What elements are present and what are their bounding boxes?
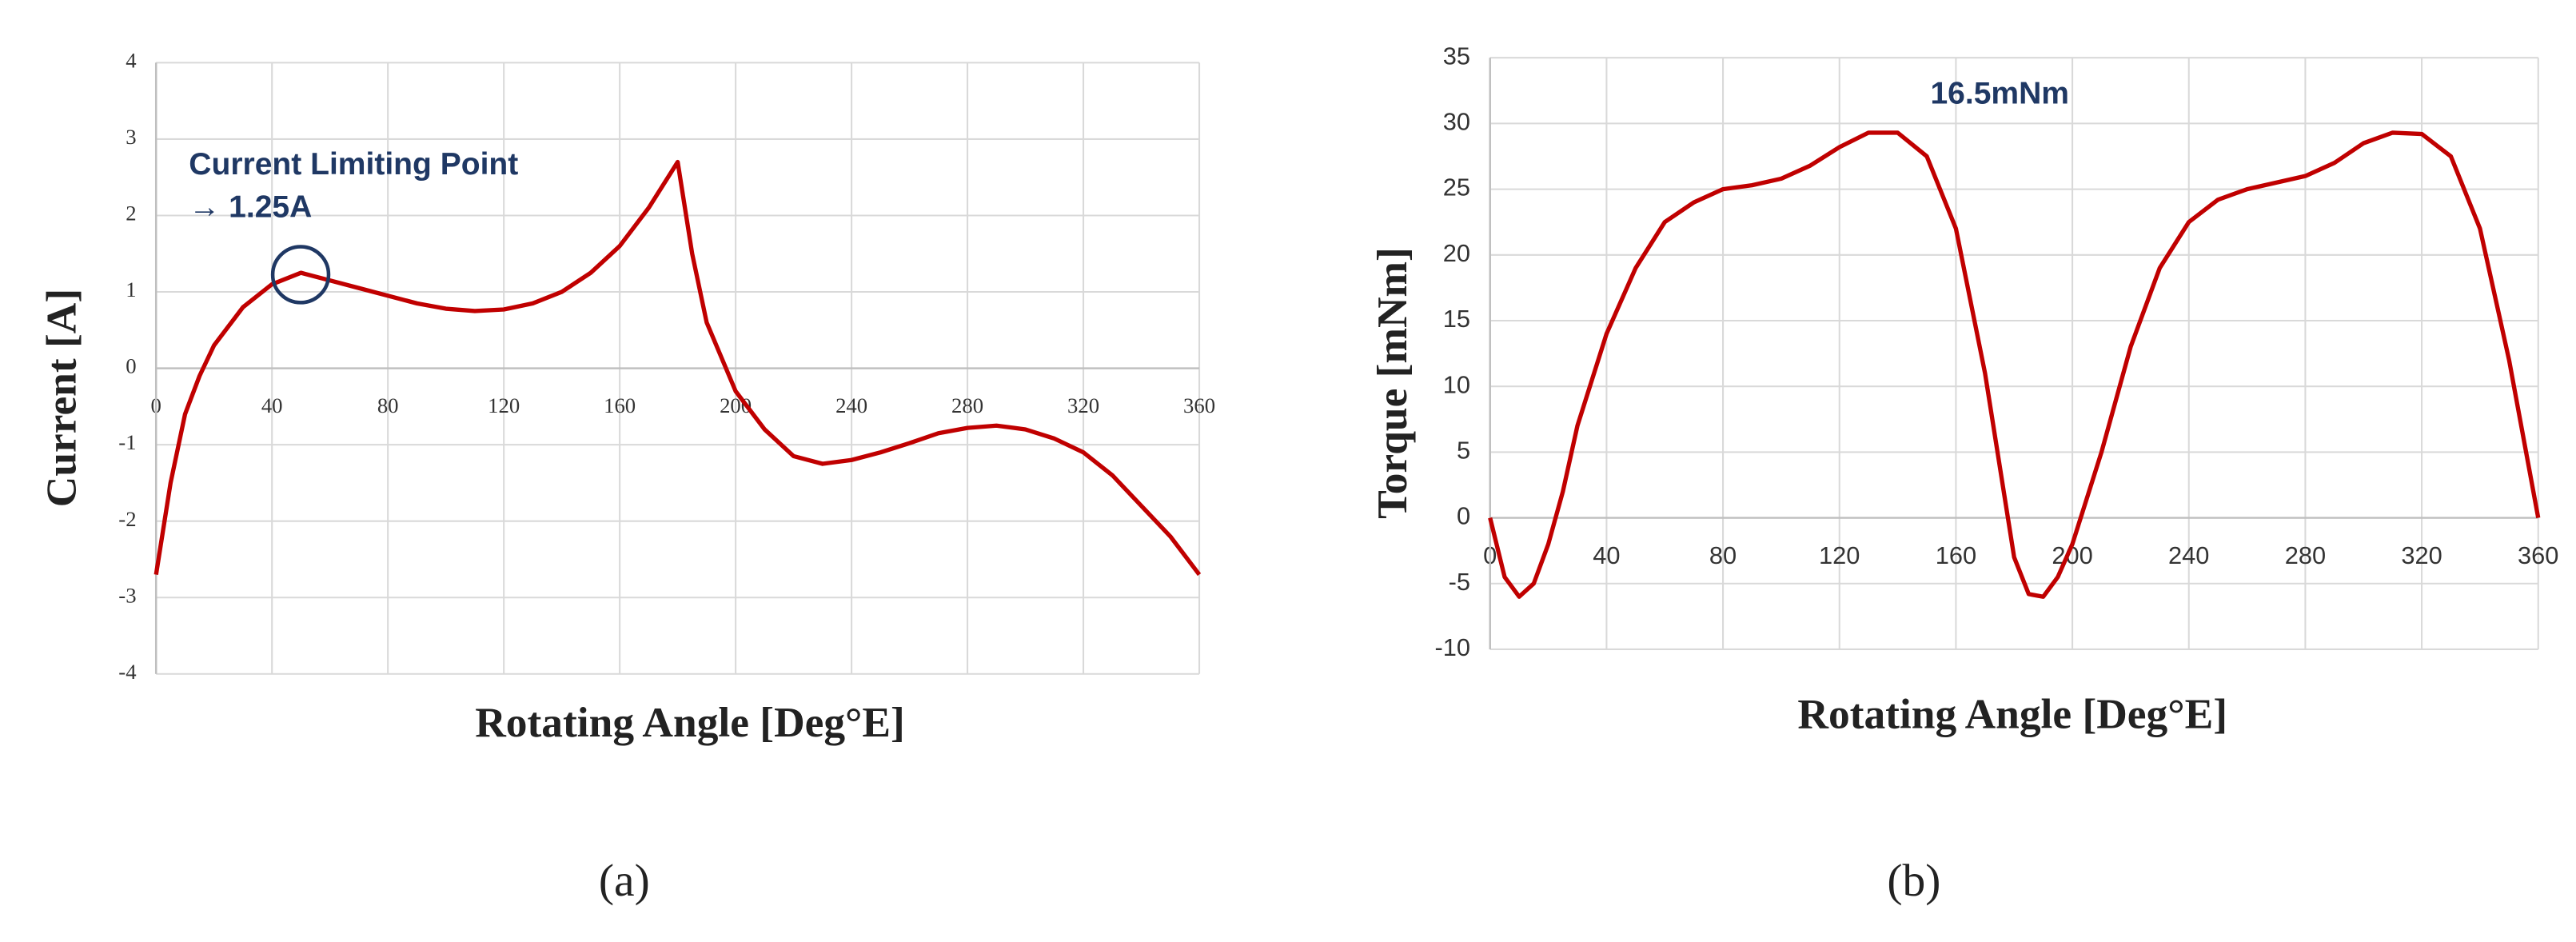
y-tick-label: 4: [126, 48, 136, 72]
y-tick-label: 3: [126, 125, 136, 149]
x-tick-label: 160: [604, 393, 636, 417]
annotation: Current Limiting Point: [189, 147, 518, 182]
y-axis-title: Torque [mNm]: [1368, 247, 1416, 519]
x-tick-label: 320: [1067, 393, 1099, 417]
x-tick-label: 280: [951, 393, 983, 417]
x-tick-label: 320: [2401, 541, 2442, 569]
annotation-circle: [270, 245, 331, 305]
y-tick-label: -10: [1435, 633, 1471, 661]
y-tick-label: 25: [1443, 174, 1470, 202]
caption: (a): [599, 856, 650, 906]
y-tick-label: 1: [126, 277, 136, 301]
y-tick-label: 35: [1443, 42, 1470, 70]
caption: (b): [1887, 856, 1940, 906]
x-tick-label: 280: [2285, 541, 2326, 569]
y-tick-label: 30: [1443, 108, 1470, 136]
y-tick-label: 20: [1443, 239, 1470, 267]
x-tick-label: 360: [1183, 393, 1215, 417]
y-tick-label: 5: [1457, 437, 1470, 465]
line-series: [1488, 130, 2541, 599]
line-series: [154, 159, 1202, 577]
x-tick-label: 240: [835, 393, 867, 417]
y-axis-title: Current [A]: [38, 289, 86, 507]
y-tick-label: 15: [1443, 305, 1470, 333]
y-tick-label: -2: [118, 507, 136, 531]
x-axis-title: Rotating Angle [Deg°E]: [1797, 690, 2227, 738]
x-tick-label: 360: [2518, 541, 2558, 569]
x-tick-label: 80: [1709, 541, 1737, 569]
y-tick-label: 0: [126, 354, 136, 378]
x-tick-label: 40: [261, 393, 283, 417]
y-tick-label: -3: [118, 583, 136, 607]
annotation: 16.5mNm: [1930, 77, 2069, 111]
x-tick-label: 80: [377, 393, 399, 417]
x-tick-label: 120: [1819, 541, 1860, 569]
x-tick-label: 160: [1936, 541, 1976, 569]
y-tick-label: -5: [1449, 568, 1470, 596]
x-tick-label: 40: [1593, 541, 1620, 569]
y-tick-label: 0: [1457, 502, 1470, 530]
annotation: → 1.25A: [189, 190, 312, 225]
x-tick-label: 240: [2168, 541, 2209, 569]
y-tick-label: 2: [126, 202, 136, 226]
y-tick-label: -1: [118, 430, 136, 454]
x-axis-title: Rotating Angle [Deg°E]: [475, 698, 905, 746]
x-tick-label: 120: [488, 393, 520, 417]
y-tick-label: 10: [1443, 370, 1470, 398]
y-tick-label: -4: [118, 660, 136, 684]
